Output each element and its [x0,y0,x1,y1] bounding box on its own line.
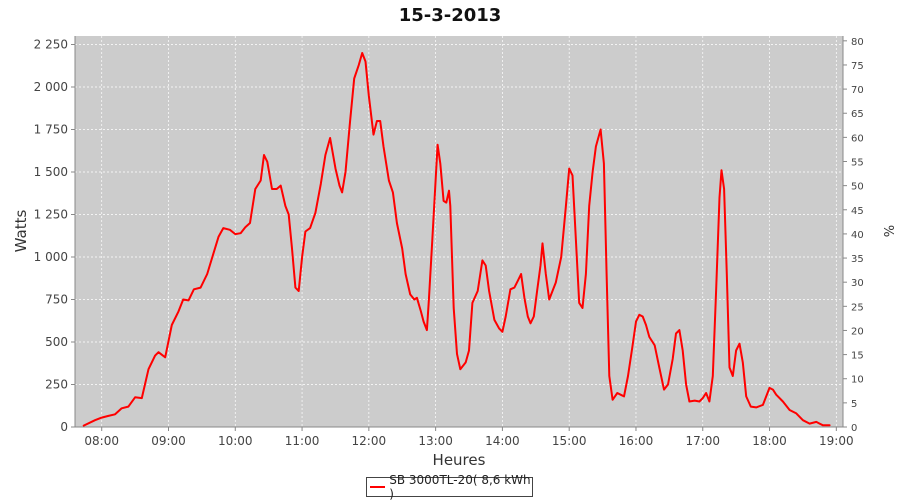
y-tick-label: 1 250 [34,208,68,222]
y2-tick-label: 75 [851,61,864,72]
x-tick-label: 15:00 [552,434,587,448]
y-tick-label: 0 [60,420,68,434]
x-tick-label: 13:00 [418,434,453,448]
y-tick-label: 500 [45,335,68,349]
legend: SB 3000TL-20( 8,6 kWh ) [366,473,533,501]
plot-area [75,36,843,427]
y2-tick-label: 20 [851,326,864,337]
x-tick-label: 08:00 [84,434,119,448]
y-tick-label: 1 000 [34,250,68,264]
x-tick-label: 10:00 [218,434,253,448]
y2-tick-label: 30 [851,278,864,289]
y2-tick-label: 70 [851,85,864,96]
y2-tick-label: 40 [851,230,864,241]
y2-tick-label: 0 [851,423,857,434]
series-line [82,52,831,427]
y-tick-label: 1 750 [34,123,68,137]
x-axis-label: Heures [433,451,486,469]
y2-tick-label: 5 [851,399,857,410]
y-tick-label: 2 250 [34,38,68,52]
x-tick-label: 11:00 [285,434,320,448]
y2-tick-label: 10 [851,375,864,386]
y2-tick-label: 60 [851,133,864,144]
y-tick-label: 250 [45,378,68,392]
y2-tick-label: 65 [851,109,864,120]
y-axis-label: Watts [12,210,30,253]
y2-tick-label: 50 [851,182,864,193]
series-layer [82,52,831,427]
x-tick-label: 16:00 [619,434,654,448]
y2-tick-label: 45 [851,206,864,217]
chart-title: 15-3-2013 [399,5,502,26]
y-tick-label: 2 000 [34,80,68,94]
x-tick-label: 12:00 [352,434,387,448]
x-tick-label: 17:00 [685,434,720,448]
legend-swatch [370,486,386,488]
y2-axis-label: % [880,225,895,237]
y2-tick-label: 35 [851,254,864,265]
x-tick-label: 09:00 [151,434,186,448]
y2-tick-label: 15 [851,351,864,362]
y2-tick-label: 55 [851,158,864,169]
x-tick-label: 19:00 [819,434,854,448]
x-tick-label: 14:00 [485,434,520,448]
y-tick-label: 750 [45,293,68,307]
x-tick-label: 18:00 [752,434,787,448]
y-tick-label: 1 500 [34,165,68,179]
y2-tick-label: 25 [851,302,864,313]
legend-label: SB 3000TL-20( 8,6 kWh ) [389,473,531,501]
y2-tick-label: 80 [851,37,864,48]
